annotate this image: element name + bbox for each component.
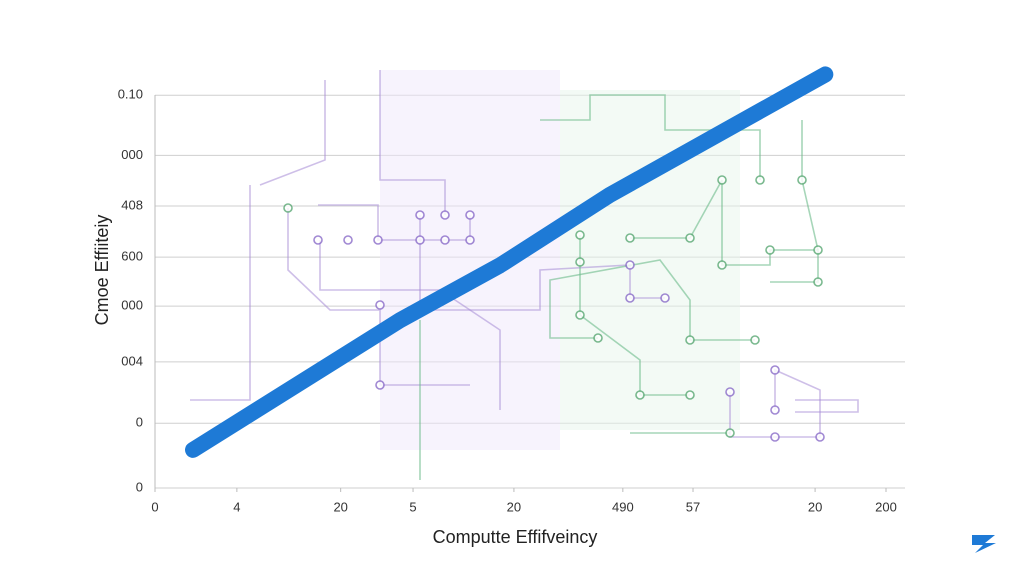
- x-tick-label: 490: [612, 499, 634, 514]
- x-tick-label: 5: [409, 499, 416, 514]
- y-tick-label: 000: [121, 298, 143, 313]
- logo: [972, 535, 996, 553]
- y-axis-label: Cmoe Effiitеiy: [92, 215, 112, 326]
- y-tick-label: 000: [121, 147, 143, 162]
- y-tick-label: 004: [121, 353, 143, 368]
- y-tick-label: 0: [136, 415, 143, 430]
- x-tick-label: 20: [333, 499, 347, 514]
- x-tick-label: 20: [507, 499, 521, 514]
- y-tick-label: 408: [121, 197, 143, 212]
- y-tick-label: 0: [136, 479, 143, 494]
- x-tick-label: 0: [151, 499, 158, 514]
- circuit-decoration: [190, 70, 859, 480]
- x-tick-label: 57: [686, 499, 700, 514]
- x-tick-label: 200: [875, 499, 897, 514]
- y-tick-label: 600: [121, 249, 143, 264]
- x-tick-label: 20: [808, 499, 822, 514]
- x-tick-label: 4: [233, 499, 240, 514]
- y-tick-label: 0.10: [118, 87, 143, 102]
- x-axis-label: Computte Effifveincy: [433, 527, 598, 547]
- data-line: [185, 66, 834, 458]
